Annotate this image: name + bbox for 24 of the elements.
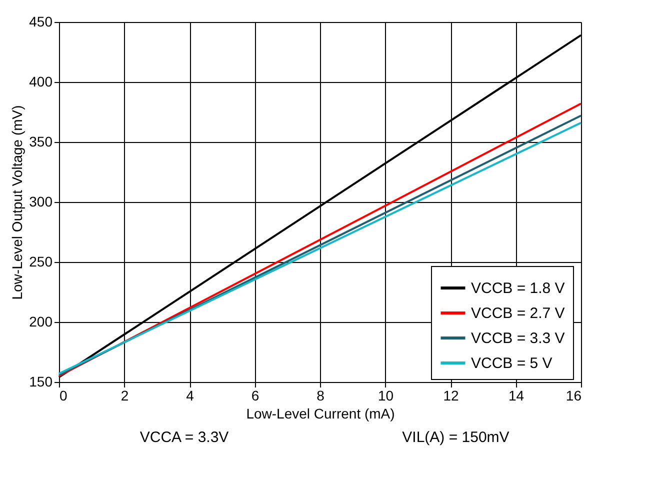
text: VIL(A) = 150mV — [402, 429, 510, 446]
y-tick-label: 300 — [29, 194, 53, 210]
x-tick-label: 16 — [566, 388, 582, 404]
y-tick-label: 450 — [29, 14, 53, 30]
x-tick-label: 4 — [186, 388, 194, 404]
y-tick-label: 150 — [29, 374, 53, 390]
x-tick-label: 2 — [120, 388, 129, 404]
legend-label: VCCB = 1.8 V — [471, 280, 565, 297]
legend-label: VCCB = 3.3 V — [471, 330, 565, 347]
y-tick-label: 400 — [29, 74, 53, 90]
text: VCCA = 3.3V — [140, 429, 229, 446]
x-tick-label: 0 — [60, 388, 68, 404]
x-tick-label: 10 — [378, 388, 394, 404]
x-tick-label: 12 — [443, 388, 459, 404]
y-axis-title: Low-Level Output Voltage (mV) — [9, 105, 26, 300]
y-tick-label: 350 — [29, 134, 53, 150]
x-tick-label: 14 — [508, 388, 524, 404]
x-tick-label: 8 — [316, 388, 325, 404]
y-tick-label: 200 — [29, 314, 53, 330]
legend-label: VCCB = 5 V — [471, 355, 552, 372]
x-axis-title: Low-Level Current (mA) — [246, 406, 395, 422]
legend-label: VCCB = 2.7 V — [471, 305, 565, 322]
y-tick-label: 250 — [29, 254, 53, 270]
x-tick-label: 6 — [251, 388, 260, 404]
